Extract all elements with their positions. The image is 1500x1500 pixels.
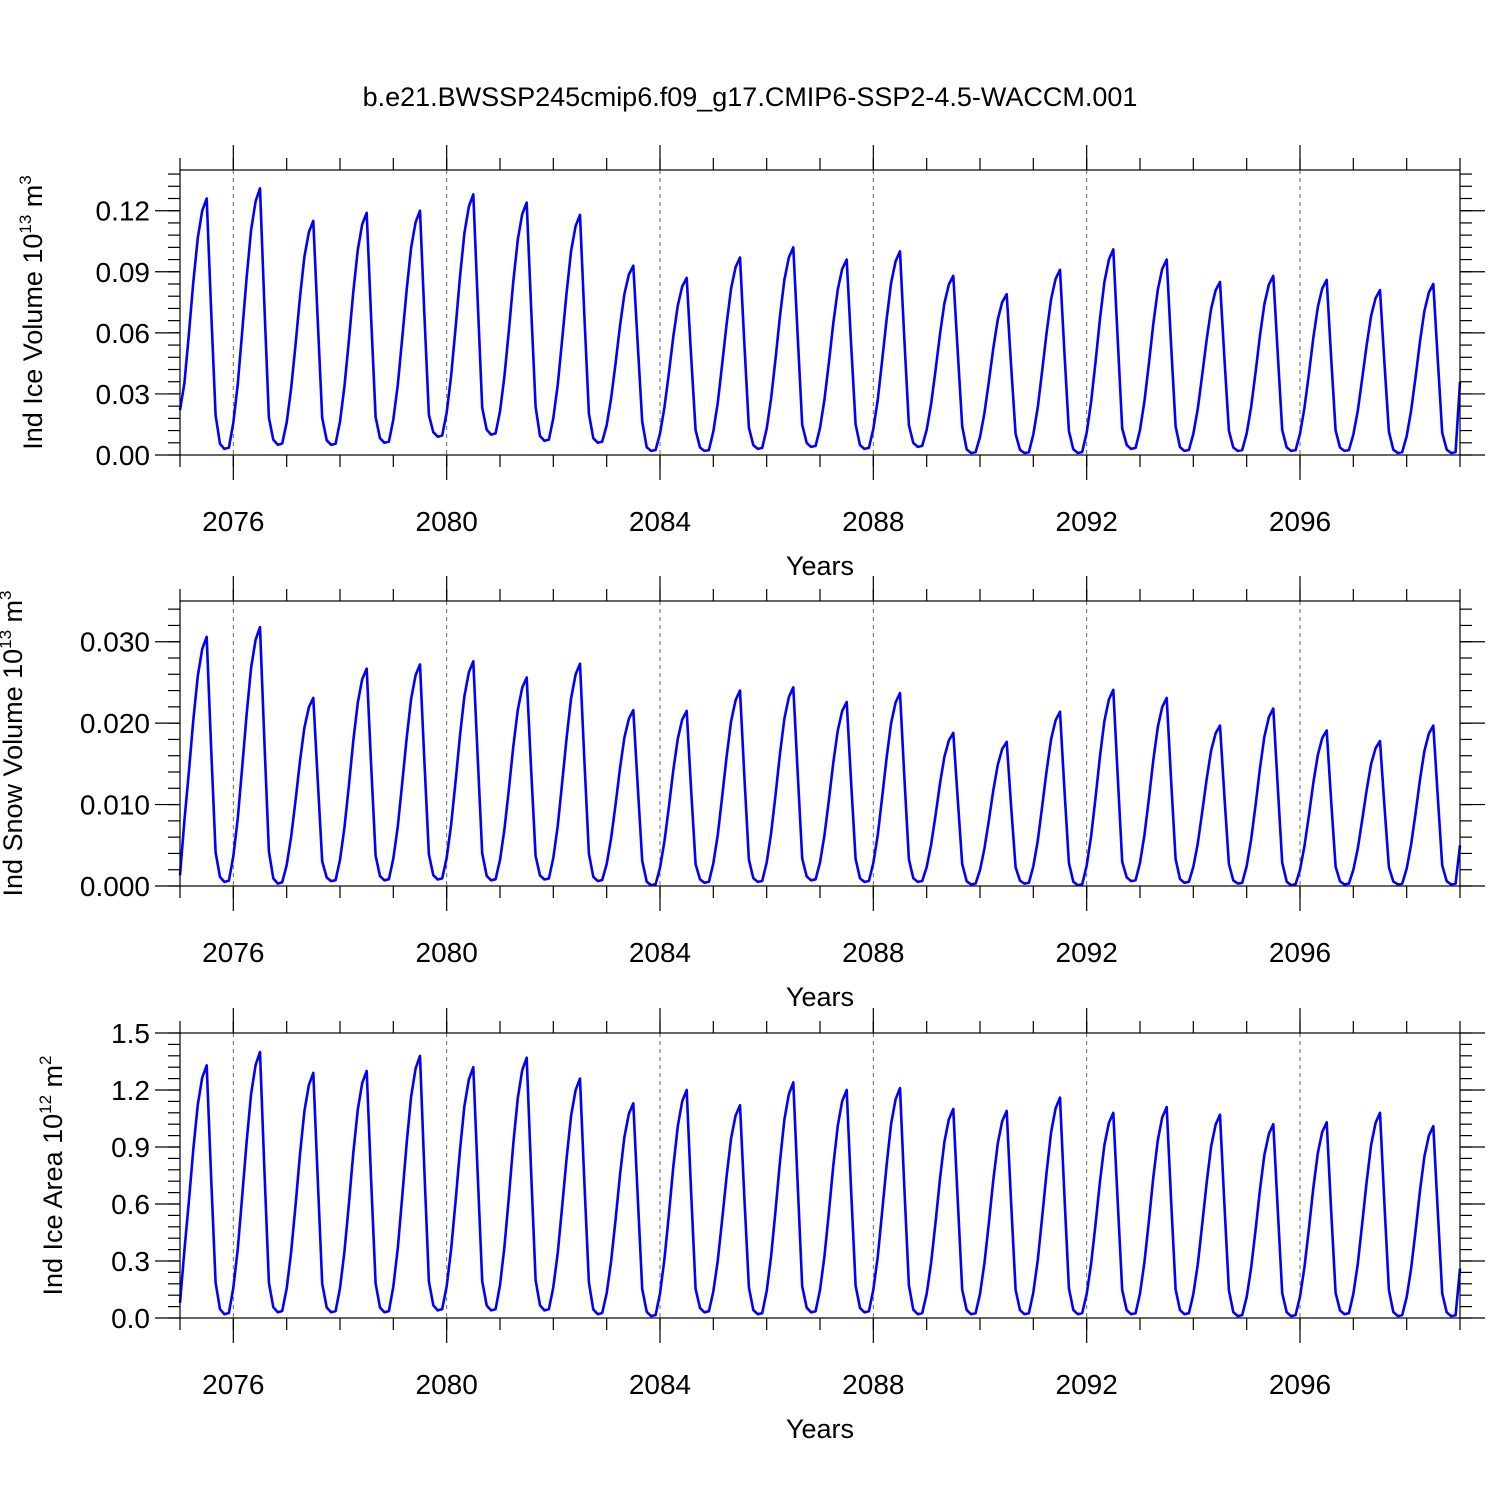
ice-volume-x-tick-labels: 2076 2080 2084 2088 2092 2096: [202, 506, 1331, 537]
ice-area-y-tick-labels: 0.0 0.3 0.6 0.9 1.2 1.5: [111, 1018, 150, 1334]
snow-volume-ticks: [155, 576, 1485, 911]
ice-volume-y-axis-label: Ind Ice Volume 1013 m3: [16, 175, 48, 450]
ice-volume-x-tick-label: 2080: [416, 506, 478, 537]
snow-volume-x-tick-label: 2080: [416, 937, 478, 968]
ice-volume-ticks: [155, 145, 1485, 480]
ice-area-x-tick-label: 2096: [1269, 1369, 1331, 1400]
ice-area-y-axis-label: Ind Ice Area 1012 m2: [36, 1055, 68, 1295]
ice-area-y-tick-label: 0.0: [111, 1303, 150, 1334]
snow-volume-y-tick-label: 0.030: [80, 627, 150, 658]
snow-volume-x-tick-labels: 2076 2080 2084 2088 2092 2096: [202, 937, 1331, 968]
snow-volume-series-line: [178, 625, 1462, 887]
snow-volume-x-tick-label: 2096: [1269, 937, 1331, 968]
snow-volume-y-tick-label: 0.000: [80, 871, 150, 902]
ice-area-x-tick-label: 2084: [629, 1369, 691, 1400]
snow-volume-x-tick-label: 2092: [1056, 937, 1118, 968]
snow-volume-x-tick-label: 2084: [629, 937, 691, 968]
ice-area-x-axis-label: Years: [786, 1414, 854, 1444]
snow-volume-y-axis-label: Ind Snow Volume 1013 m3: [0, 590, 28, 896]
ice-volume-y-tick-label: 0.12: [96, 196, 151, 227]
ice-volume-x-tick-label: 2084: [629, 506, 691, 537]
ice-area-x-tick-label: 2080: [416, 1369, 478, 1400]
ice-volume-x-tick-label: 2092: [1056, 506, 1118, 537]
ice-volume-y-tick-label: 0.03: [96, 379, 151, 410]
ice-area-y-tick-label: 0.3: [111, 1246, 150, 1277]
ice-area-panel: 0.00.30.60.91.21.5 2076 2080 2084 2088 2092 2…: [36, 1008, 1485, 1444]
ice-area-x-tick-label: 2088: [842, 1369, 904, 1400]
ice-area-x-tick-label: 2076: [202, 1369, 264, 1400]
snow-volume-plot-frame: [179, 600, 1461, 887]
snow-volume-y-tick-label: 0.020: [80, 708, 150, 739]
snow-volume-y-tick-label: 0.010: [80, 790, 150, 821]
ice-area-ticks: [155, 1008, 1485, 1343]
snow-volume-y-tick-labels: 0.000 0.010 0.020 0.030: [80, 627, 150, 902]
snow-volume-panel: 0.000 0.010 0.020 0.030 2076 2080 2084 2088 209…: [0, 576, 1485, 1012]
ice-volume-panel: 0.00 0.03 0.06 0.09 0.12 2076 2080 2084 2088 209…: [16, 145, 1485, 581]
ice-volume-x-tick-label: 2076: [202, 506, 264, 537]
ice-volume-y-tick-label: 0.06: [96, 318, 151, 349]
ice-volume-y-tick-label: 0.09: [96, 257, 151, 288]
snow-volume-x-axis-label: Years: [786, 982, 854, 1012]
ice-volume-y-tick-labels: 0.00 0.03 0.06 0.09 0.12: [96, 196, 151, 471]
ice-area-x-tick-labels: 2076 2080 2084 2088 2092 2096: [202, 1369, 1331, 1400]
ice-area-y-tick-label: 0.9: [111, 1132, 150, 1163]
chart-title: b.e21.BWSSP245cmip6.f09_g17.CMIP6-SSP2-4…: [363, 82, 1138, 112]
ice-area-series-line: [178, 1050, 1462, 1318]
snow-volume-x-tick-label: 2076: [202, 937, 264, 968]
ice-area-y-tick-label: 0.6: [111, 1189, 150, 1220]
ice-volume-y-tick-label: 0.00: [96, 440, 151, 471]
ice-volume-x-axis-label: Years: [786, 551, 854, 581]
ice-area-x-tick-label: 2092: [1056, 1369, 1118, 1400]
snow-volume-x-tick-label: 2088: [842, 937, 904, 968]
snow-volume-grid: [232, 601, 1301, 886]
ice-volume-series-line: [178, 187, 1462, 455]
ice-area-y-tick-label: 1.5: [111, 1018, 150, 1049]
ice-area-y-tick-label: 1.2: [111, 1075, 150, 1106]
ice-volume-x-tick-label: 2096: [1269, 506, 1331, 537]
ice-volume-x-tick-label: 2088: [842, 506, 904, 537]
